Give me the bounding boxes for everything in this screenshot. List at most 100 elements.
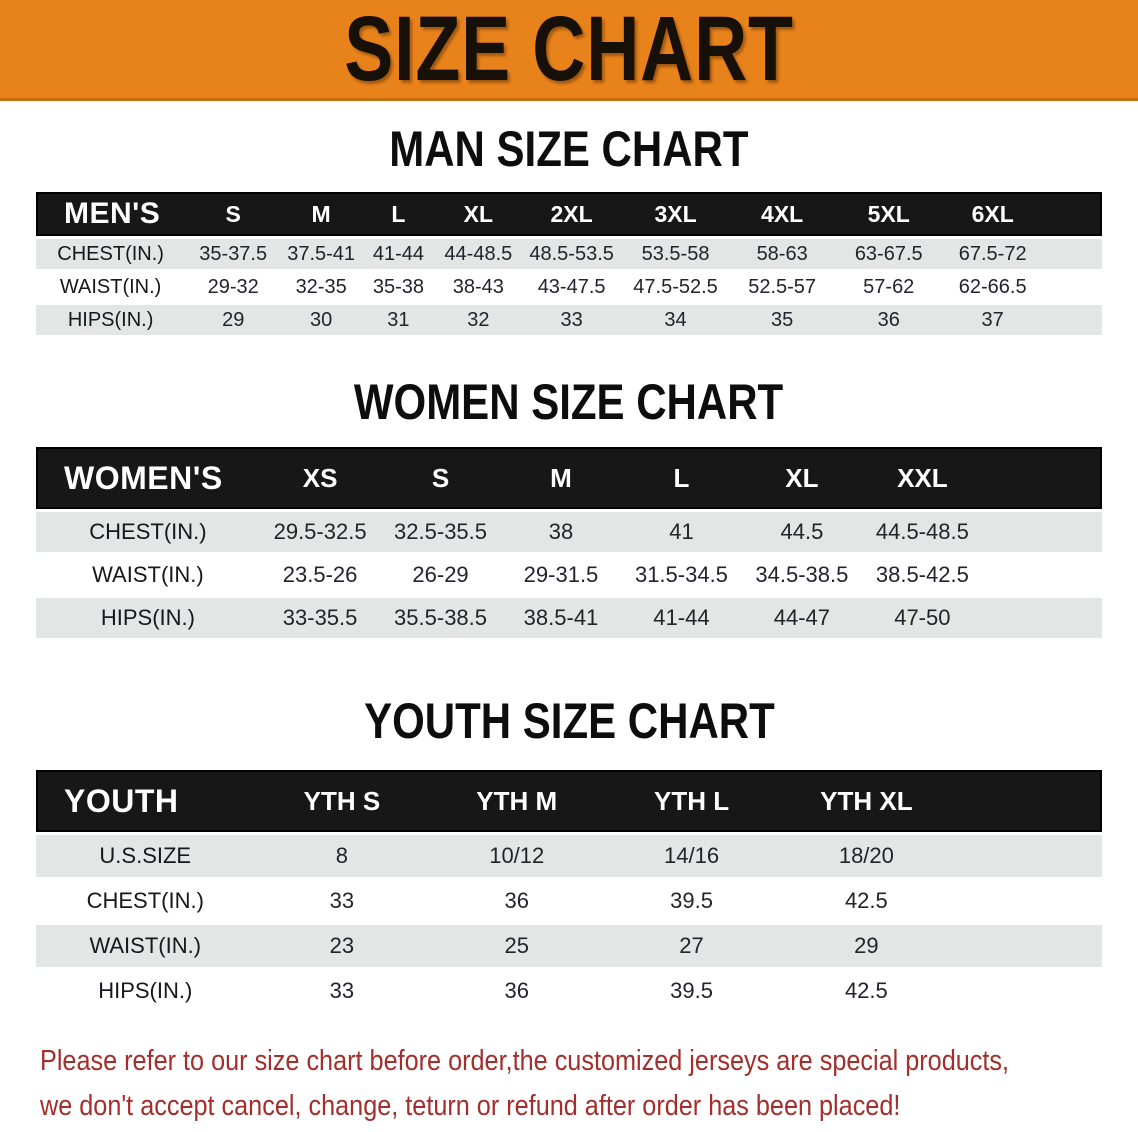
size-value-cell: 53.5-58	[641, 242, 710, 265]
size-chart-banner: SIZE CHART	[0, 0, 1138, 101]
size-column-header: 2XL	[520, 192, 623, 236]
size-value-cell: 8	[335, 843, 349, 868]
size-column-header: M	[281, 192, 362, 236]
size-value-cell: 29.5-32.5	[273, 519, 367, 544]
size-value-cell: 37.5-41	[287, 242, 356, 265]
size-value-cell: 35.5-38.5	[394, 605, 488, 630]
size-value-cell: 36	[877, 308, 900, 331]
size-value-cell: 14/16	[664, 843, 720, 868]
row-spacer-cell	[954, 835, 1102, 877]
men-section-heading-text: MAN SIZE CHART	[389, 121, 749, 177]
header-spacer-cell	[1043, 192, 1102, 236]
size-column-header: YTH XL	[778, 770, 954, 832]
size-value-cell: 44-48.5	[444, 242, 513, 265]
size-value-cell: 41-44	[372, 242, 424, 265]
size-column-header: S	[380, 447, 501, 509]
row-label-cell: CHEST(IN.)	[86, 888, 204, 913]
size-column-header: XS	[259, 447, 381, 509]
size-column-header: XXL	[862, 447, 983, 509]
women-section-heading: WOMEN SIZE CHART	[0, 376, 1138, 428]
women-table-header: WOMEN'S XS S M L XL XXL	[36, 447, 1102, 509]
size-column-header: M	[500, 447, 622, 509]
size-value-cell: 29-31.5	[523, 562, 599, 587]
size-value-cell: 18/20	[838, 843, 894, 868]
size-value-cell: 62-66.5	[958, 275, 1027, 298]
size-value-cell: 47.5-52.5	[633, 275, 718, 298]
size-value-cell: 30	[310, 308, 333, 331]
row-spacer-cell	[983, 598, 1102, 638]
size-value-cell: 35-37.5	[199, 242, 268, 265]
disclaimer: Please refer to our size chart before or…	[0, 1039, 1138, 1129]
table-title-cell: WOMEN'S	[36, 447, 260, 509]
size-value-cell: 44-47	[773, 605, 831, 630]
size-value-cell: 57-62	[863, 275, 915, 298]
size-value-cell: 35	[771, 308, 794, 331]
size-value-cell: 37	[981, 308, 1004, 331]
size-value-cell: 47-50	[894, 605, 951, 630]
row-label-cell: U.S.SIZE	[99, 843, 192, 868]
table-row: HIPS(IN.) 29 30 31 32 33 34 35 36 37	[36, 305, 1102, 335]
row-label-cell: HIPS(IN.)	[100, 605, 195, 630]
size-value-cell: 38.5-42.5	[875, 562, 969, 587]
size-value-cell: 39.5	[670, 888, 713, 913]
banner-title: SIZE CHART	[344, 0, 794, 100]
size-value-cell: 29	[854, 933, 879, 958]
size-value-cell: 32.5-35.5	[394, 519, 488, 544]
size-column-header: 6XL	[942, 192, 1044, 236]
size-column-header: 5XL	[835, 192, 943, 236]
size-value-cell: 23	[329, 933, 355, 958]
header-row: MEN'S S M L XL 2XL 3XL 4XL 5XL 6XL	[36, 192, 1102, 236]
table-row: CHEST(IN.) 33 36 39.5 42.5	[36, 880, 1102, 922]
size-column-header: YTH L	[604, 770, 779, 832]
size-column-header: YTH M	[429, 770, 605, 832]
disclaimer-line-2: we don't accept cancel, change, teturn o…	[40, 1090, 901, 1122]
size-value-cell: 42.5	[844, 978, 888, 1003]
size-value-cell: 67.5-72	[958, 242, 1027, 265]
women-section-heading-text: WOMEN SIZE CHART	[354, 374, 784, 430]
row-spacer-cell	[1043, 239, 1102, 269]
size-value-cell: 33	[329, 888, 355, 913]
size-column-header: XL	[741, 447, 863, 509]
youth-section-heading-text: YOUTH SIZE CHART	[363, 693, 775, 749]
size-value-cell: 31.5-34.5	[634, 562, 728, 587]
youth-size-table: YOUTH YTH S YTH M YTH L YTH XL U.S.SIZE 8 10/1…	[36, 767, 1102, 1015]
header-spacer-cell	[982, 447, 1102, 509]
table-row: WAIST(IN.) 23 25 27 29	[36, 925, 1102, 967]
size-value-cell: 32-35	[295, 275, 347, 298]
row-spacer-cell	[983, 555, 1102, 595]
table-row: HIPS(IN.) 33 36 39.5 42.5	[36, 970, 1102, 1012]
row-label-cell: CHEST(IN.)	[57, 242, 164, 265]
size-value-cell: 25	[504, 933, 529, 958]
size-value-cell: 34	[664, 308, 687, 331]
table-row: CHEST(IN.) 29.5-32.5 32.5-35.5 38 41 44.5 44.5…	[36, 512, 1102, 552]
size-value-cell: 33	[560, 308, 583, 331]
size-value-cell: 33-35.5	[282, 605, 358, 630]
row-spacer-cell	[954, 925, 1102, 967]
row-spacer-cell	[983, 512, 1102, 552]
row-label-cell: WAIST(IN.)	[92, 562, 204, 587]
row-spacer-cell	[1043, 272, 1102, 302]
size-column-header: L	[621, 447, 742, 509]
row-label-cell: WAIST(IN.)	[89, 933, 202, 958]
size-value-cell: 48.5-53.5	[529, 242, 614, 265]
size-column-header: XL	[435, 192, 521, 236]
size-column-header: 4XL	[728, 192, 836, 236]
table-title-cell: MEN'S	[36, 192, 186, 236]
size-value-cell: 58-63	[756, 242, 808, 265]
size-value-cell: 10/12	[489, 843, 545, 868]
size-column-header: L	[361, 192, 436, 236]
size-value-cell: 41-44	[653, 605, 710, 630]
men-size-table: MEN'S S M L XL 2XL 3XL 4XL 5XL 6XL CHEST(IN.) 35-3…	[36, 189, 1102, 338]
size-value-cell: 26-29	[412, 562, 469, 587]
size-value-cell: 33	[329, 978, 355, 1003]
youth-table-header: YOUTH YTH S YTH M YTH L YTH XL	[36, 770, 1102, 832]
size-value-cell: 35-38	[372, 275, 424, 298]
size-value-cell: 23.5-26	[282, 562, 358, 587]
row-label-cell: HIPS(IN.)	[98, 978, 193, 1003]
women-table-body: CHEST(IN.) 29.5-32.5 32.5-35.5 38 41 44.5 44.5…	[36, 512, 1102, 638]
size-value-cell: 31	[387, 308, 410, 331]
row-spacer-cell	[1043, 305, 1102, 335]
table-title-cell: YOUTH	[36, 770, 255, 832]
header-row: WOMEN'S XS S M L XL XXL	[36, 447, 1102, 509]
size-value-cell: 41	[669, 519, 694, 544]
